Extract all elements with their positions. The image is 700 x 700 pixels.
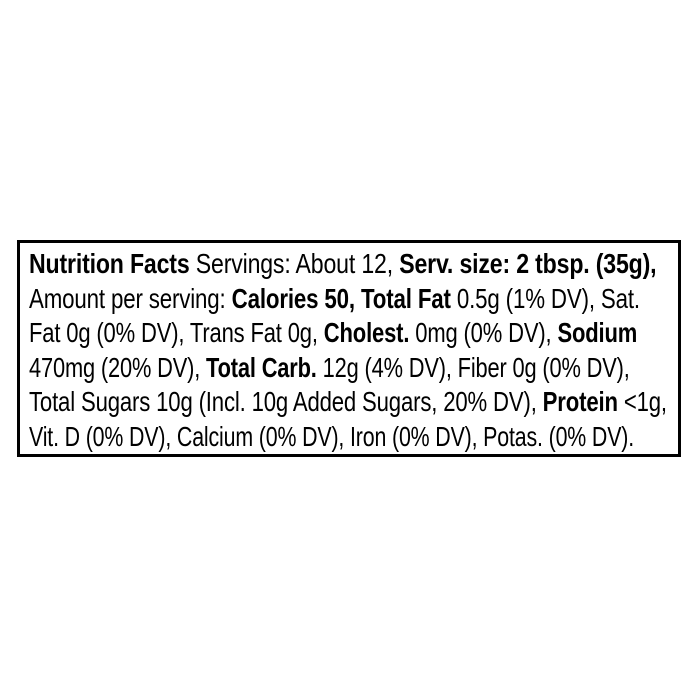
label-text: <1g, xyxy=(617,386,667,417)
label-line: Amount per serving: Calories 50, Total F… xyxy=(29,282,640,317)
label-text-bold: Serv. size: 2 tbsp. (35g), xyxy=(399,248,657,279)
label-text-bold: Nutrition Facts xyxy=(29,248,190,279)
label-text-bold: Total Carb. xyxy=(206,351,317,383)
label-text: 12g (4% DV), Fiber 0g (0% DV), xyxy=(316,351,630,383)
label-line: Nutrition Facts Servings: About 12, Serv… xyxy=(29,247,657,282)
nutrition-facts-label: Nutrition Facts Servings: About 12, Serv… xyxy=(17,240,681,457)
label-text: Fat 0g (0% DV), Trans Fat 0g, xyxy=(29,317,324,348)
label-text: 470mg (20% DV), xyxy=(29,351,207,383)
label-text: Servings: About 12, xyxy=(189,248,400,279)
label-text: Total Sugars 10g (Incl. 10g Added Sugars… xyxy=(29,386,543,417)
label-text-bold: Protein xyxy=(542,386,618,417)
label-text-bold: Calories 50, Total Fat xyxy=(231,282,451,314)
label-text: 0mg (0% DV), xyxy=(409,317,558,348)
label-text-bold: Cholest. xyxy=(323,317,410,348)
label-text: Vit. D (0% DV), Calcium (0% DV), Iron (0… xyxy=(29,420,635,452)
label-line: Vit. D (0% DV), Calcium (0% DV), Iron (0… xyxy=(29,420,634,455)
label-text: Amount per serving: xyxy=(29,282,232,314)
label-line: Fat 0g (0% DV), Trans Fat 0g, Cholest. 0… xyxy=(29,316,637,351)
label-line: 470mg (20% DV), Total Carb. 12g (4% DV),… xyxy=(29,351,630,386)
label-text: 0.5g (1% DV), Sat. xyxy=(450,282,640,314)
label-text-bold: Sodium xyxy=(557,317,638,348)
label-line: Total Sugars 10g (Incl. 10g Added Sugars… xyxy=(29,385,667,420)
